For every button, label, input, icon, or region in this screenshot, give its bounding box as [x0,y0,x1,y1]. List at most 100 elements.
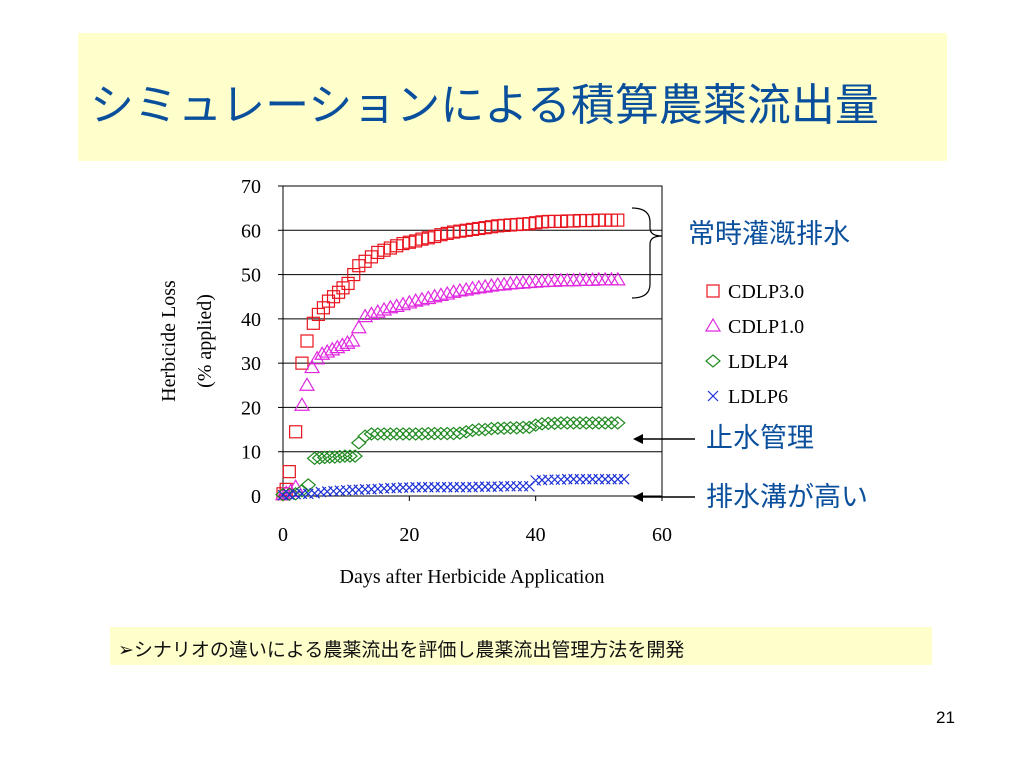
data-point [527,418,544,432]
data-point [407,292,424,307]
data-point [609,416,626,430]
x-tick-label: 20 [399,524,419,546]
y-axis-label-unit: (% applied) [194,294,216,388]
data-point [342,449,358,463]
data-point [426,426,443,441]
legend: CDLP3.0 CDLP1.0 LDLP4 LDLP6 [704,281,804,408]
slide-title: シミュレーションによる積算農薬流出量 [90,80,879,131]
data-point [339,335,356,349]
data-point [426,288,443,303]
data-point [458,281,475,296]
y-tick-label: 60 [241,220,261,242]
data-point [439,426,456,441]
gridlines [283,229,662,453]
data-point [382,299,399,314]
legend-marker-triangle [704,317,722,332]
data-point [559,416,576,430]
data-point [363,306,380,321]
legend-item: LDLP4 [705,351,788,373]
data-point [470,422,487,437]
data-point [369,427,386,441]
data-point [521,420,538,435]
data-point [439,285,456,300]
data-point [309,487,321,499]
data-point [357,429,374,444]
data-point [597,416,614,430]
y-tick-label: 0 [251,486,261,508]
y-tick-label: 40 [241,309,261,331]
data-point [502,421,519,435]
data-point [401,427,418,441]
data-point [407,427,424,441]
data-point [483,421,500,436]
x-tick-label: 60 [652,524,672,546]
data-point [326,290,341,304]
arrow-ldlp6-head [633,492,643,502]
legend-item: LDLP6 [707,386,788,408]
data-point [489,421,506,436]
data-point [445,426,462,441]
data-point [394,296,412,311]
x-tick-label: 40 [526,524,546,546]
y-axis-label: Herbicide Loss [158,280,180,402]
data-point [458,424,475,439]
data-point [477,278,494,293]
group-label-constant-irrigation: 常時灌漑排水 [688,219,850,250]
data-point [347,267,361,282]
data-point [464,280,481,295]
data-point [534,417,550,431]
data-point [382,427,399,441]
data-point [445,284,462,298]
data-point [420,426,437,441]
x-axis-label: Days after Herbicide Application [340,566,605,588]
data-point [578,416,595,430]
series-cdlp30 [276,213,625,501]
legend-marker-cross [707,390,719,402]
legend-marker-diamond [705,354,721,368]
data-point [609,271,626,286]
data-point [395,427,411,441]
data-point [344,332,361,347]
data-point [590,416,607,430]
data-point [483,277,500,292]
y-tick-label: 70 [241,176,261,198]
title-banner: シミュレーションによる積算農薬流出量 [78,33,947,161]
legend-marker-square [706,284,720,298]
legend-item: CDLP1.0 [704,316,804,338]
data-point [376,427,392,441]
data-point [618,473,630,485]
data-point [309,350,326,365]
data-point [477,422,494,437]
data-point [388,298,405,313]
data-point [603,416,620,430]
data-point [432,287,449,301]
data-point [546,416,563,431]
data-point [451,426,468,440]
data-point [565,416,582,430]
data-point [293,397,310,411]
data-point [470,279,487,294]
plot-area [282,185,663,497]
y-axis-ticks: 0 10 20 30 40 50 60 70 [241,176,283,508]
y-tick-label: 50 [241,265,261,287]
series-ldlp6 [277,473,630,501]
data-point [432,426,449,441]
data-point [388,427,405,441]
x-axis-ticks: 0 20 40 60 [278,496,672,546]
data-point [279,482,293,496]
data-point [311,307,325,322]
data-point [363,427,380,441]
data-point [282,465,296,479]
data-point [508,421,525,435]
label-stop-water-management: 止水管理 [706,423,814,454]
series-cdlp10 [274,271,626,501]
data-point [413,291,431,306]
x-tick-label: 0 [278,524,288,546]
data-point [289,425,303,439]
group-brace [631,207,663,299]
data-point [420,290,437,305]
data-point [496,276,513,291]
legend-label: CDLP1.0 [728,316,804,338]
data-point [350,319,367,334]
data-point [553,416,569,430]
